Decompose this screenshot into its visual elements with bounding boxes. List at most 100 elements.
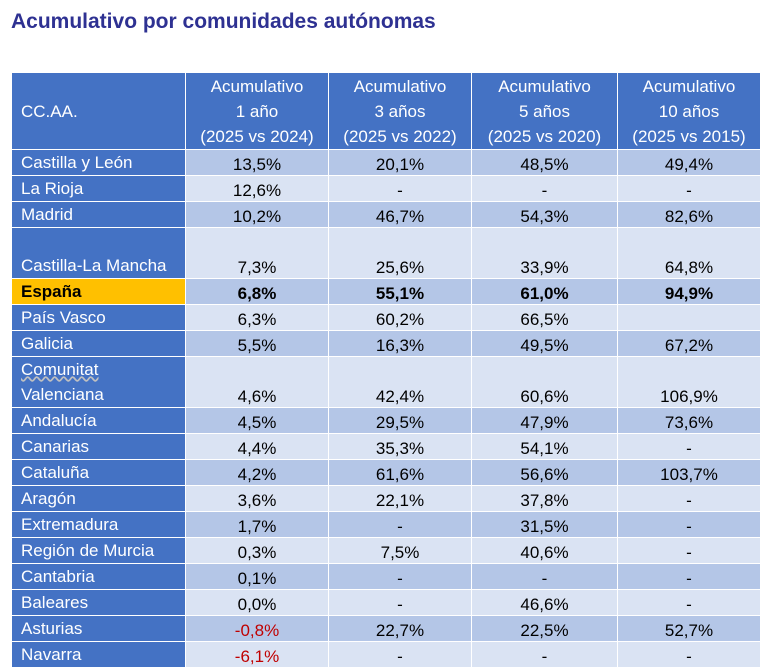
region-name: Región de Murcia	[11, 537, 186, 564]
header-ccaa: CC.AA.	[11, 72, 186, 150]
value-cell: 103,7%	[617, 459, 761, 486]
value-cell: 46,7%	[328, 201, 472, 228]
value-cell: -	[617, 641, 761, 668]
value-cell: 56,6%	[471, 459, 618, 486]
region-name: España	[11, 278, 186, 305]
region-name: Cantabria	[11, 563, 186, 590]
table-row: Baleares 0,0% -46,6% -	[11, 589, 761, 616]
value-cell: -	[617, 537, 761, 564]
region-name-word: Comunitat	[21, 360, 99, 379]
table-row-total: España 6,8% 55,1% 61,0% 94,9%	[11, 278, 761, 305]
value-cell: 7,3%	[185, 227, 329, 279]
header-3-years-line-3: (2025 vs 2022)	[343, 126, 457, 146]
region-name-label: La Rioja	[21, 179, 84, 198]
value-cell: 64,8%	[617, 227, 761, 279]
table-header-row: CC.AA. Acumulativo 1 año (2025 vs 2024) …	[11, 72, 761, 150]
value-cell: 31,5%	[471, 511, 618, 538]
value-cell: -	[471, 175, 618, 202]
value-cell: -	[617, 485, 761, 512]
header-5-years-line-3: (2025 vs 2020)	[487, 126, 602, 146]
region-name: Comunitat Valenciana	[11, 356, 186, 408]
value-cell: 6,3%	[185, 304, 329, 331]
value-cell: 4,6%	[185, 356, 329, 408]
value-cell: 1,7%	[185, 511, 329, 538]
value-cell: 48,5%	[471, 149, 618, 176]
table-row: Región de Murcia 0,3% 7,5% 40,6% -	[11, 537, 761, 564]
region-name: País Vasco	[11, 304, 186, 331]
region-name-label: Región de Murcia	[21, 541, 155, 560]
region-name: Aragón	[11, 485, 186, 512]
region-name: Cataluña	[11, 459, 186, 486]
value-cell: -	[617, 563, 761, 590]
value-cell: -	[328, 511, 472, 538]
table-row: Galicia 5,5% 16,3% 49,5% 67,2%	[11, 330, 761, 357]
header-10-years: Acumulativo 10 años (2025 vs 2015)	[617, 72, 761, 150]
value-cell: -	[471, 641, 618, 668]
value-cell: 10,2%	[185, 201, 329, 228]
region-name-label: España	[21, 282, 82, 301]
value-cell: 4,5%	[185, 407, 329, 434]
value-cell: -	[617, 511, 761, 538]
value-cell: 60,6%	[471, 356, 618, 408]
value-cell: 4,2%	[185, 459, 329, 486]
value-cell: 0,1%	[185, 563, 329, 590]
value-cell: 6,8%	[185, 278, 329, 305]
region-name-label: País Vasco	[21, 308, 106, 327]
table-row: Comunitat Valenciana 4,6% 42,4% 60,6% 106,9%	[11, 356, 761, 408]
value-cell: 67,2%	[617, 330, 761, 357]
value-cell: 29,5%	[328, 407, 472, 434]
value-cell: 73,6%	[617, 407, 761, 434]
region-name: La Rioja	[11, 175, 186, 202]
region-name-label: Andalucía	[21, 411, 97, 430]
region-name: Extremadura	[11, 511, 186, 538]
value-cell: 35,3%	[328, 433, 472, 460]
value-cell: 54,1%	[471, 433, 618, 460]
header-10-years-line-1: Acumulativo	[642, 76, 736, 96]
value-cell: 0,3%	[185, 537, 329, 564]
region-name-label: Aragón	[21, 489, 76, 508]
table-row: Cataluña 4,2% 61,6% 56,6% 103,7%	[11, 459, 761, 486]
value-cell	[617, 304, 761, 331]
region-name: Baleares	[11, 589, 186, 616]
value-cell: 22,7%	[328, 615, 472, 642]
header-10-years-line-2: 10 años	[658, 101, 720, 121]
region-name: Madrid	[11, 201, 186, 228]
table-row: Extremadura 1,7% -31,5% -	[11, 511, 761, 538]
table-row: Navarra -6,1% - - -	[11, 641, 761, 668]
header-3-years-line-2: 3 años	[374, 101, 426, 121]
value-cell: 7,5%	[328, 537, 472, 564]
region-name-label: Canarias	[21, 437, 90, 456]
value-cell: -	[328, 589, 472, 616]
value-cell: 66,5%	[471, 304, 618, 331]
region-name: Andalucía	[11, 407, 186, 434]
table-row: Castilla y León 13,5% 20,1% 48,5% 49,4%	[11, 149, 761, 176]
value-cell: 3,6%	[185, 485, 329, 512]
table-body: Castilla y León 13,5% 20,1% 48,5% 49,4% La Ri…	[11, 149, 761, 668]
value-cell: 0,0%	[185, 589, 329, 616]
value-cell: 4,4%	[185, 433, 329, 460]
page-title: Acumulativo por comunidades autónomas	[11, 10, 436, 33]
value-cell: 61,0%	[471, 278, 618, 305]
value-cell: 33,9%	[471, 227, 618, 279]
header-5-years: Acumulativo 5 años (2025 vs 2020)	[471, 72, 618, 150]
header-ccaa-label: CC.AA.	[21, 101, 78, 121]
value-cell: 5,5%	[185, 330, 329, 357]
table-row: Aragón 3,6% 22,1% 37,8% -	[11, 485, 761, 512]
value-cell: -	[328, 641, 472, 668]
table-row: País Vasco 6,3% 60,2% 66,5%	[11, 304, 761, 331]
value-cell: 46,6%	[471, 589, 618, 616]
value-cell: 12,6%	[185, 175, 329, 202]
value-cell: -	[328, 175, 472, 202]
value-cell: 40,6%	[471, 537, 618, 564]
value-cell: 54,3%	[471, 201, 618, 228]
region-name-label: Comunitat Valenciana	[21, 360, 104, 404]
value-cell: 37,8%	[471, 485, 618, 512]
value-cell: 20,1%	[328, 149, 472, 176]
table-row: Asturias -0,8% 22,7% 22,5% 52,7%	[11, 615, 761, 642]
header-10-years-line-3: (2025 vs 2015)	[632, 126, 746, 146]
value-cell: 49,4%	[617, 149, 761, 176]
value-cell: -	[617, 433, 761, 460]
value-cell: -	[617, 589, 761, 616]
region-name-label: Baleares	[21, 593, 89, 612]
value-cell: -0,8%	[185, 615, 329, 642]
